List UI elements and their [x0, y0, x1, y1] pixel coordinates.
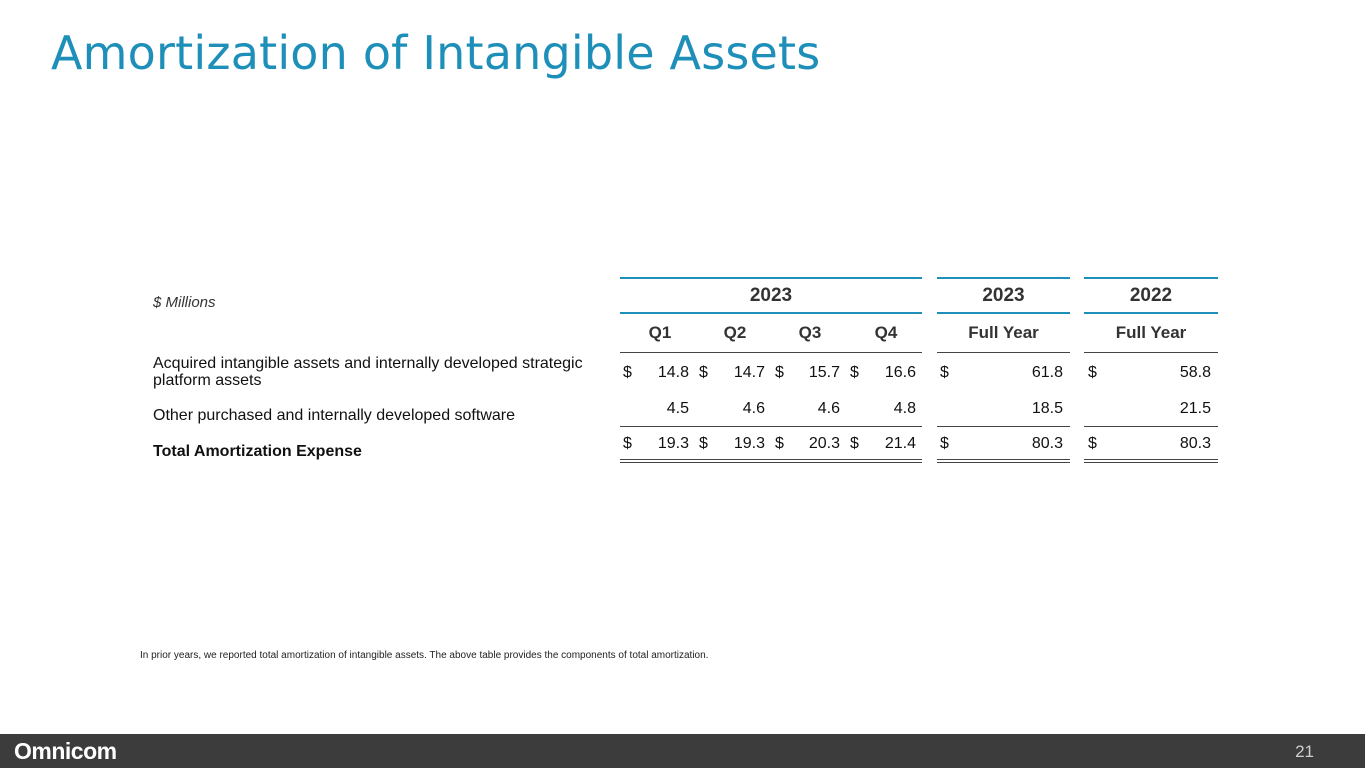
table-cell: 58.8	[1179, 364, 1211, 381]
table-cell: 80.3	[1179, 435, 1211, 452]
currency-symbol: $	[699, 364, 708, 381]
column-header-full-year-2023: Full Year	[968, 323, 1039, 342]
header-group-2023-quarters: 2023	[620, 277, 922, 314]
table-cell: 15.7	[808, 364, 840, 381]
table-cell: 20.3	[808, 435, 840, 452]
currency-symbol: $	[699, 435, 708, 452]
table-cell: 61.8	[1031, 364, 1063, 381]
currency-symbol: $	[623, 435, 632, 452]
total-double-rule	[620, 459, 922, 463]
currency-symbol: $	[1088, 435, 1097, 452]
table-cell: 14.8	[657, 364, 689, 381]
table-cell: 21.5	[1179, 400, 1211, 417]
row-label-acquired-intangibles: Acquired intangible assets and internall…	[153, 355, 583, 389]
table-cell: 4.6	[742, 400, 765, 417]
page-title: Amortization of Intangible Assets	[51, 26, 821, 80]
table-cell: 4.6	[817, 400, 840, 417]
column-header-full-year-2022: Full Year	[1115, 323, 1187, 342]
currency-symbol: $	[940, 364, 949, 381]
table-cell: 14.7	[733, 364, 765, 381]
units-label: $ Millions	[153, 294, 216, 311]
table-cell: 18.5	[1031, 400, 1063, 417]
table-cell: 4.8	[893, 400, 916, 417]
footnote: In prior years, we reported total amorti…	[140, 650, 709, 661]
currency-symbol: $	[940, 435, 949, 452]
omnicom-logo: Omnicom	[14, 738, 117, 764]
footer-bar: Omnicom 21	[0, 734, 1365, 768]
table-cell: 4.5	[666, 400, 689, 417]
table-cell: 19.3	[657, 435, 689, 452]
table-cell: 19.3	[733, 435, 765, 452]
table-cell: 16.6	[884, 364, 916, 381]
subtotal-rule	[620, 426, 922, 427]
header-group-2023-full-year: 2023	[937, 277, 1070, 314]
column-header-q3: Q3	[798, 323, 822, 342]
currency-symbol: $	[850, 435, 859, 452]
total-double-rule	[937, 459, 1070, 463]
column-header-q4: Q4	[874, 323, 898, 342]
column-header-q1: Q1	[648, 323, 672, 342]
header-rule	[937, 352, 1070, 353]
subtotal-rule	[1084, 426, 1218, 427]
column-header-q2: Q2	[723, 323, 747, 342]
subtotal-rule	[937, 426, 1070, 427]
currency-symbol: $	[623, 364, 632, 381]
table-cell: 80.3	[1031, 435, 1063, 452]
currency-symbol: $	[850, 364, 859, 381]
row-label-other-software: Other purchased and internally developed…	[153, 407, 515, 424]
currency-symbol: $	[775, 364, 784, 381]
total-double-rule	[1084, 459, 1218, 463]
currency-symbol: $	[775, 435, 784, 452]
row-label-total: Total Amortization Expense	[153, 443, 362, 460]
page-number: 21	[1295, 742, 1314, 761]
table-cell: 21.4	[884, 435, 916, 452]
header-rule	[1084, 352, 1218, 353]
header-rule	[620, 352, 922, 353]
header-group-2022-full-year: 2022	[1084, 277, 1218, 314]
currency-symbol: $	[1088, 364, 1097, 381]
